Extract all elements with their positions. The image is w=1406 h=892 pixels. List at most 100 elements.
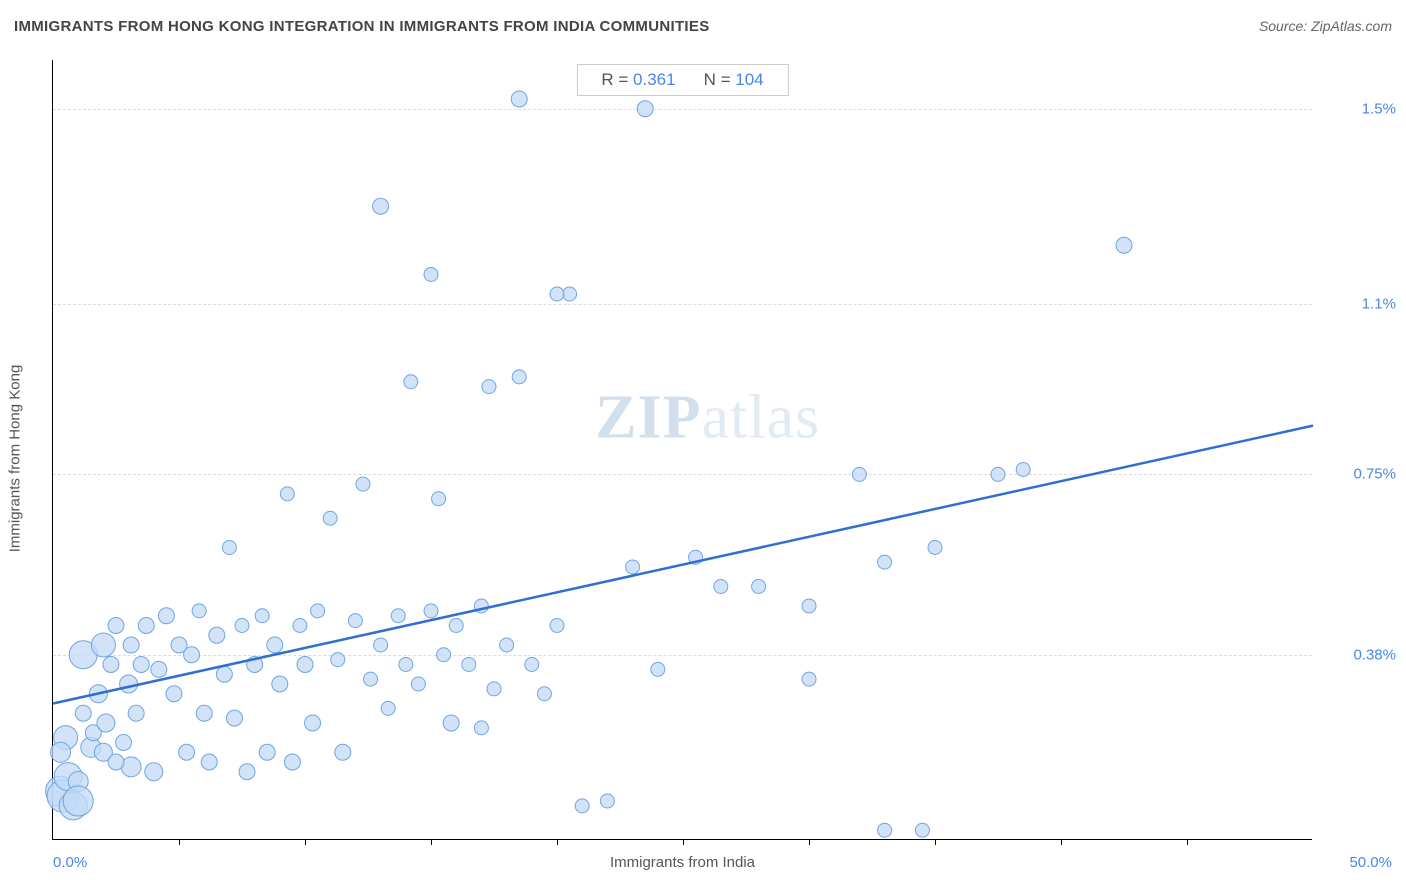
x-tick <box>305 839 306 845</box>
data-point <box>537 687 551 701</box>
data-point <box>311 604 325 618</box>
data-point <box>297 657 313 673</box>
data-point <box>550 287 564 301</box>
x-tick <box>1061 839 1062 845</box>
data-point <box>97 714 115 732</box>
data-point <box>201 754 217 770</box>
chart-title: IMMIGRANTS FROM HONG KONG INTEGRATION IN… <box>14 18 710 35</box>
y-tick-label: 1.1% <box>1326 295 1396 312</box>
data-point <box>158 608 174 624</box>
data-point <box>404 375 418 389</box>
source-label: Source: ZipAtlas.com <box>1259 18 1392 34</box>
data-point <box>216 666 232 682</box>
data-point <box>575 799 589 813</box>
data-point <box>563 287 577 301</box>
data-point <box>235 619 249 633</box>
data-point <box>91 633 115 657</box>
data-point <box>411 677 425 691</box>
data-point <box>192 604 206 618</box>
data-point <box>487 682 501 696</box>
data-point <box>63 786 93 816</box>
x-max-label: 50.0% <box>1349 854 1392 871</box>
x-min-label: 0.0% <box>53 854 87 871</box>
data-point <box>267 637 283 653</box>
data-point <box>432 492 446 506</box>
data-point <box>184 647 200 663</box>
data-point <box>991 467 1005 481</box>
data-point <box>120 675 138 693</box>
data-point <box>449 619 463 633</box>
data-point <box>128 705 144 721</box>
data-point <box>323 511 337 525</box>
data-point <box>802 672 816 686</box>
data-point <box>915 823 929 837</box>
data-point <box>75 705 91 721</box>
data-point <box>852 467 866 481</box>
data-point <box>424 604 438 618</box>
data-point <box>239 764 255 780</box>
y-tick-label: 0.38% <box>1326 646 1396 663</box>
trend-line <box>53 426 1313 704</box>
data-point <box>272 676 288 692</box>
data-point <box>123 637 139 653</box>
data-point <box>651 662 665 676</box>
data-point <box>348 614 362 628</box>
data-point <box>437 648 451 662</box>
x-tick <box>1187 839 1188 845</box>
data-point <box>928 541 942 555</box>
data-point <box>424 268 438 282</box>
data-point <box>280 487 294 501</box>
x-tick <box>431 839 432 845</box>
data-point <box>500 638 514 652</box>
data-point <box>108 618 124 634</box>
data-point <box>512 370 526 384</box>
data-point <box>305 715 321 731</box>
x-tick <box>557 839 558 845</box>
data-point <box>145 763 163 781</box>
data-point <box>166 686 182 702</box>
data-point <box>714 580 728 594</box>
data-point <box>179 744 195 760</box>
data-point <box>399 658 413 672</box>
data-point <box>356 477 370 491</box>
data-point <box>878 555 892 569</box>
data-point <box>752 580 766 594</box>
x-tick <box>935 839 936 845</box>
data-point <box>626 560 640 574</box>
chart-svg <box>53 60 1312 839</box>
data-point <box>255 609 269 623</box>
data-point <box>374 638 388 652</box>
data-point <box>381 701 395 715</box>
data-point <box>138 618 154 634</box>
data-point <box>116 735 132 751</box>
x-tick <box>179 839 180 845</box>
data-point <box>51 742 71 762</box>
data-point <box>151 661 167 677</box>
data-point <box>482 380 496 394</box>
x-tick <box>809 839 810 845</box>
data-point <box>103 657 119 673</box>
data-point <box>335 744 351 760</box>
data-point <box>196 705 212 721</box>
data-point <box>364 672 378 686</box>
data-point <box>462 658 476 672</box>
y-axis-label: Immigrants from Hong Kong <box>7 364 24 552</box>
data-point <box>293 619 307 633</box>
data-point <box>511 91 527 107</box>
data-point <box>1016 463 1030 477</box>
data-point <box>284 754 300 770</box>
data-point <box>600 794 614 808</box>
data-point <box>108 754 124 770</box>
x-tick <box>683 839 684 845</box>
scatter-plot: ZIPatlas R = 0.361 N = 104 0.38%0.75%1.1… <box>52 60 1312 840</box>
data-point <box>391 609 405 623</box>
data-point <box>373 198 389 214</box>
data-point <box>550 619 564 633</box>
data-point <box>878 823 892 837</box>
data-point <box>209 627 225 643</box>
data-point <box>474 721 488 735</box>
data-point <box>802 599 816 613</box>
data-point <box>637 101 653 117</box>
data-point <box>133 657 149 673</box>
data-point <box>525 658 539 672</box>
